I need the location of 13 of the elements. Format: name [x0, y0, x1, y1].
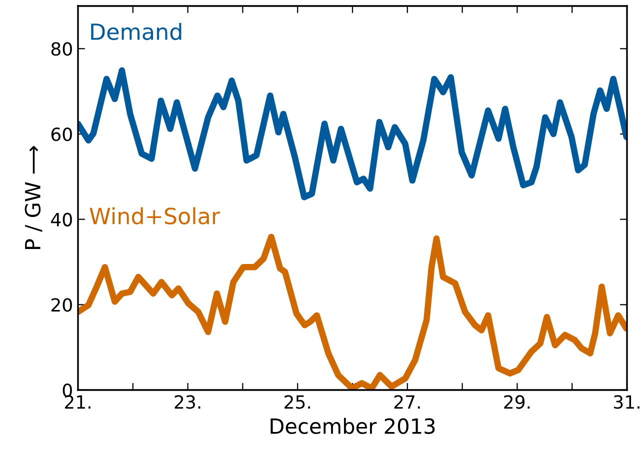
x-tick-label: 31.	[614, 395, 640, 409]
x-axis-title: December 2013	[270, 418, 435, 434]
y-tick-label: 40	[51, 212, 72, 226]
y-tick-label: 80	[51, 42, 72, 56]
x-tick-label: 25.	[284, 395, 310, 409]
x-tick-label: 23.	[174, 395, 200, 409]
text: Wind+Solar	[90, 207, 220, 224]
series-label: Demand	[91, 22, 182, 40]
y-tick-label: 20	[51, 298, 72, 312]
x-tick-label: 29.	[504, 395, 530, 409]
y-axis-title: P / GW ⟶	[24, 146, 42, 249]
x-tick-label: 27.	[394, 395, 420, 409]
y-tick-label: 60	[51, 127, 72, 142]
